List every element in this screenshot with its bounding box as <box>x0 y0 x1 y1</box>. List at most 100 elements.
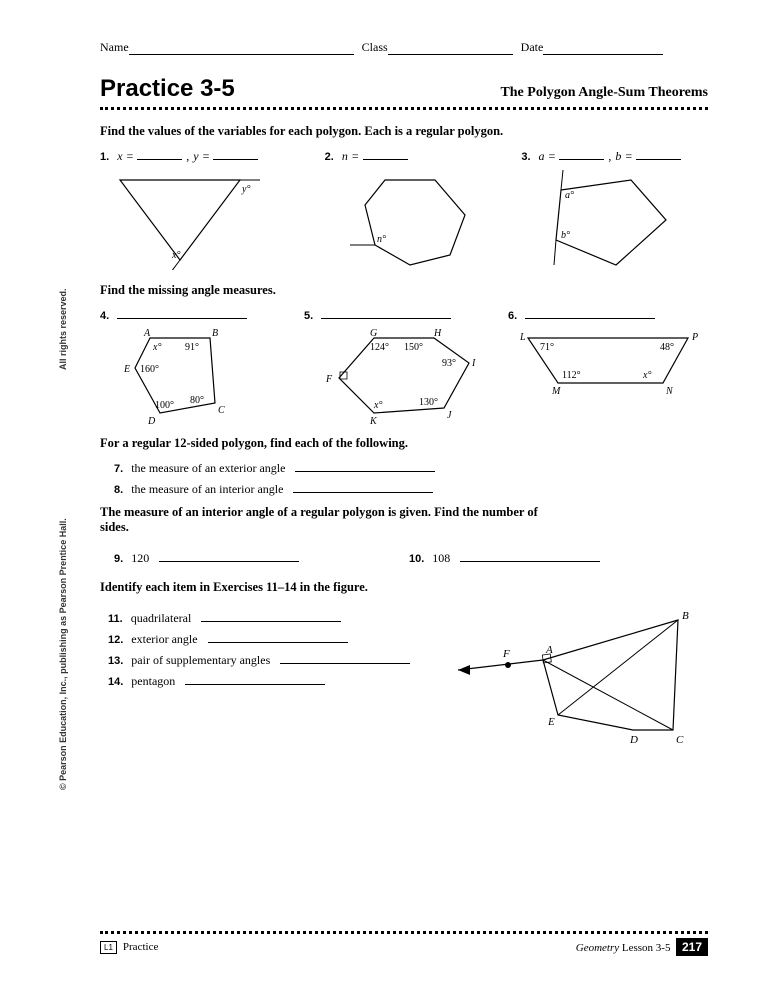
copyright-top: All rights reserved. <box>58 288 68 370</box>
date-blank[interactable] <box>543 42 663 55</box>
q2-cell: 2. n = n° <box>325 149 512 275</box>
q3-blank1[interactable] <box>559 149 604 160</box>
svg-text:130°: 130° <box>419 397 438 408</box>
q10-blank[interactable] <box>460 551 600 562</box>
figure-6: L P N M 71° 48° 112° x° <box>508 328 708 408</box>
figure-4: A B C D E x° 91° 160° 100° 80° <box>100 328 270 428</box>
svg-text:112°: 112° <box>562 370 581 381</box>
q11: 11. quadrilateral <box>100 611 438 626</box>
l1-box: L1 <box>100 941 117 954</box>
q9: 9. 120 <box>100 551 399 566</box>
q5-blank[interactable] <box>321 308 451 319</box>
q6-num: 6. <box>508 310 517 322</box>
svg-text:E: E <box>547 716 555 728</box>
q8-num: 8. <box>114 484 123 496</box>
svg-text:F: F <box>325 374 333 385</box>
svg-text:P: P <box>691 332 698 343</box>
svg-text:C: C <box>218 405 225 416</box>
q14-text: pentagon <box>131 674 175 689</box>
svg-text:b°: b° <box>561 230 570 241</box>
name-blank[interactable] <box>129 42 354 55</box>
class-label: Class <box>362 40 388 55</box>
q14: 14. pentagon <box>100 674 438 689</box>
svg-text:A: A <box>143 328 151 339</box>
q3-eq2: = <box>625 149 632 164</box>
svg-text:B: B <box>212 328 218 339</box>
q1-eq1: = <box>127 149 134 164</box>
q3-var1: a <box>539 149 545 164</box>
q1-blank1[interactable] <box>137 149 182 160</box>
svg-text:E: E <box>123 364 130 375</box>
q12-num: 12. <box>108 634 123 646</box>
q2-blank[interactable] <box>363 149 408 160</box>
q5-cell: 5. G H I J K F 124° 150° 93° 130° x° <box>304 308 498 428</box>
q14-blank[interactable] <box>185 674 325 685</box>
section5-questions: 11. quadrilateral 12. exterior angle 13.… <box>100 605 438 755</box>
q3-cell: 3. a = , b = a° b° <box>521 149 708 275</box>
q10-num: 10. <box>409 553 424 565</box>
svg-text:48°: 48° <box>660 342 674 353</box>
figure-2: n° <box>325 170 495 270</box>
q2-eq: = <box>352 149 359 164</box>
q12-blank[interactable] <box>208 632 348 643</box>
svg-text:L: L <box>519 332 526 343</box>
copyright-bottom: © Pearson Education, Inc., publishing as… <box>58 518 68 790</box>
svg-text:J: J <box>447 410 452 421</box>
section1-instr: Find the values of the variables for eac… <box>100 124 708 139</box>
svg-text:124°: 124° <box>370 342 389 353</box>
q9-num: 9. <box>114 553 123 565</box>
svg-text:71°: 71° <box>540 342 554 353</box>
q7: 7. the measure of an exterior angle <box>100 461 708 476</box>
q13-text: pair of supplementary angles <box>131 653 270 668</box>
section2-row: 4. A B C D E x° 91° 160° 100° 80° 5. G H <box>100 308 708 428</box>
date-label: Date <box>521 40 544 55</box>
page-number: 217 <box>676 938 708 956</box>
section5-instr: Identify each item in Exercises 11–14 in… <box>100 580 708 595</box>
figure-5: G H I J K F 124° 150° 93° 130° x° <box>304 328 494 428</box>
svg-text:M: M <box>551 386 561 397</box>
q1-num: 1. <box>100 151 109 163</box>
q13-blank[interactable] <box>280 653 410 664</box>
name-label: Name <box>100 40 129 55</box>
svg-text:x°: x° <box>642 370 651 381</box>
header-fields: Name Class Date <box>100 40 708 55</box>
q13: 13. pair of supplementary angles <box>100 653 438 668</box>
q11-num: 11. <box>108 613 123 625</box>
q7-blank[interactable] <box>295 461 435 472</box>
q3-comma: , <box>608 149 611 164</box>
svg-text:A: A <box>545 644 553 656</box>
svg-text:K: K <box>369 416 378 427</box>
q3-num: 3. <box>521 151 530 163</box>
section2-instr: Find the missing angle measures. <box>100 283 708 298</box>
q1-blank2[interactable] <box>213 149 258 160</box>
q1-comma: , <box>186 149 189 164</box>
q1-eq2: = <box>203 149 210 164</box>
page-subtitle: The Polygon Angle-Sum Theorems <box>500 85 708 101</box>
svg-text:91°: 91° <box>185 342 199 353</box>
footer-divider <box>100 931 708 934</box>
q9-blank[interactable] <box>159 551 299 562</box>
svg-text:80°: 80° <box>190 395 204 406</box>
figure-1: y° x° <box>100 170 270 270</box>
figure-11-14: F A B C D E <box>448 605 708 755</box>
q4-blank[interactable] <box>117 308 247 319</box>
section5-row: 11. quadrilateral 12. exterior angle 13.… <box>100 605 708 755</box>
q14-num: 14. <box>108 676 123 688</box>
q3-eq1: = <box>549 149 556 164</box>
q10: 10. 108 <box>409 551 708 566</box>
svg-text:93°: 93° <box>442 358 456 369</box>
section3-instr: For a regular 12-sided polygon, find eac… <box>100 436 708 451</box>
q10-text: 108 <box>432 551 450 566</box>
q12: 12. exterior angle <box>100 632 438 647</box>
q7-num: 7. <box>114 463 123 475</box>
section5-figure-wrap: F A B C D E <box>448 605 708 755</box>
q11-blank[interactable] <box>201 611 341 622</box>
page-title: Practice 3-5 <box>100 75 235 103</box>
q5-num: 5. <box>304 310 313 322</box>
class-blank[interactable] <box>388 42 513 55</box>
q6-blank[interactable] <box>525 308 655 319</box>
q3-blank2[interactable] <box>636 149 681 160</box>
svg-text:x°: x° <box>171 250 180 261</box>
q8-blank[interactable] <box>293 482 433 493</box>
figure-3: a° b° <box>521 170 691 275</box>
